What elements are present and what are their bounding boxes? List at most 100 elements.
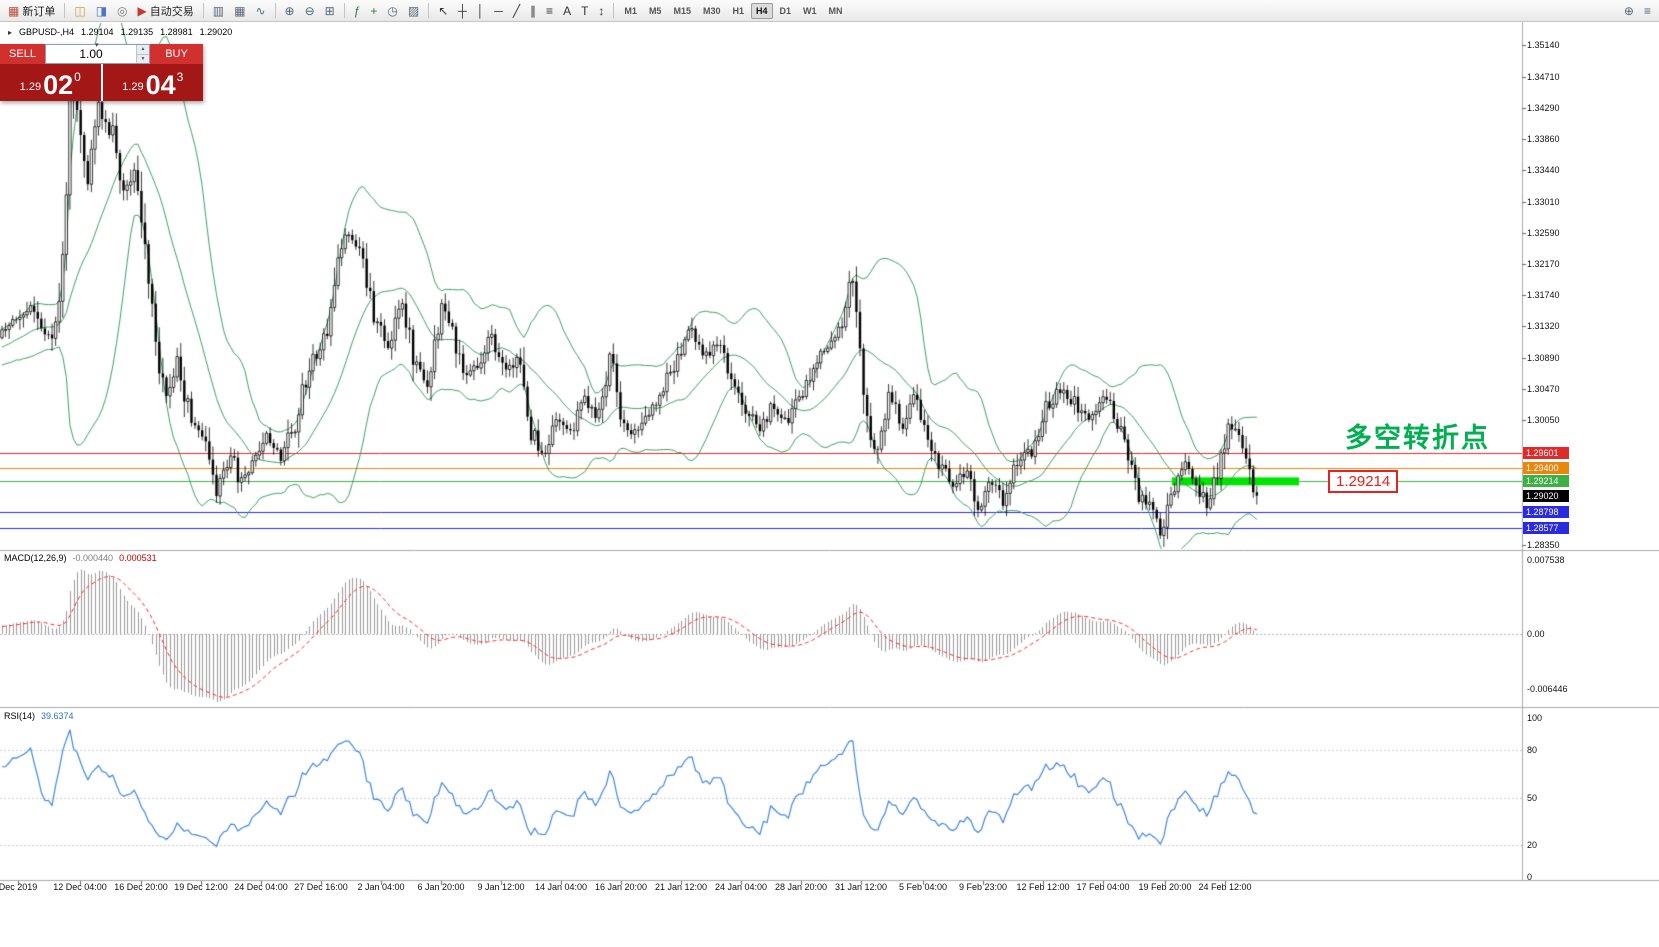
- rsi-name: RSI(14): [4, 711, 36, 721]
- text-button[interactable]: A: [559, 2, 575, 20]
- ohlc-low: 1.28981: [160, 27, 193, 37]
- tile-windows-icon: ⊞: [324, 3, 335, 18]
- navigator-button[interactable]: ◎: [113, 2, 131, 20]
- horizontal-line-icon: ─: [494, 3, 503, 18]
- volume-increase-button[interactable]: ▲: [137, 45, 149, 54]
- autotrading-icon: ▶: [137, 3, 147, 18]
- timeframe-button-M15[interactable]: M15: [673, 5, 691, 16]
- volume-spinner: ▲ ▼: [136, 45, 149, 63]
- vertical-line-icon: │: [476, 3, 485, 18]
- fibonacci-button[interactable]: ≡: [542, 2, 557, 20]
- zoom-out-button[interactable]: ⊖: [301, 2, 319, 20]
- volume-field: ▲ ▼: [45, 44, 150, 64]
- candlestick-chart-button[interactable]: ▦: [230, 2, 249, 20]
- buy-button[interactable]: 1.29 04 3: [103, 64, 204, 101]
- fibonacci-icon: ≡: [546, 3, 554, 18]
- symbol-name: GBPUSD-,H4: [19, 27, 75, 37]
- timeframe-button-M5[interactable]: M5: [648, 5, 662, 16]
- zoom-in-icon: ⊕: [284, 3, 295, 18]
- zoom-out-icon: ⊖: [304, 3, 315, 18]
- buy-price-pips: 04: [145, 70, 176, 100]
- charts-button[interactable]: ◫: [70, 2, 89, 20]
- line-chart-icon: ∿: [255, 3, 266, 18]
- symbol-ohlc-header: ▸ GBPUSD-,H4 1.29104 1.29135 1.28981 1.2…: [8, 27, 232, 37]
- add-indicator-button[interactable]: +: [366, 2, 381, 20]
- indicators-icon: ƒ: [353, 3, 361, 18]
- periods-button[interactable]: ◷: [383, 2, 401, 20]
- crosshair-button[interactable]: ┼: [454, 2, 471, 20]
- volume-input[interactable]: [46, 45, 136, 63]
- cursor-icon: ↖: [438, 3, 449, 18]
- toolbar-separator: [613, 3, 615, 18]
- market-watch-button[interactable]: ◨: [92, 2, 111, 20]
- add-indicator-icon: +: [370, 3, 378, 18]
- label-button[interactable]: T: [577, 2, 592, 20]
- rsi-value: 39.6374: [41, 711, 74, 721]
- collapse-panel-icon[interactable]: ▾: [95, 42, 99, 49]
- price-callout-label: 1.29214: [1328, 470, 1399, 493]
- toolbar-separator: [428, 3, 430, 18]
- toolbar-separator: [202, 3, 204, 18]
- periods-icon: ◷: [387, 3, 398, 18]
- new-order-button[interactable]: ▦ 新订单: [4, 2, 59, 20]
- macd-signal-value: 0.000531: [119, 553, 157, 563]
- search-button[interactable]: ⊕: [1620, 2, 1638, 20]
- toolbar-separator: [343, 3, 345, 18]
- trendline-icon: ╱: [512, 3, 521, 18]
- toolbar-menu-button[interactable]: ≡: [1640, 2, 1655, 20]
- line-chart-button[interactable]: ∿: [251, 2, 269, 20]
- toolbar-separator: [64, 3, 66, 18]
- timeframe-button-W1[interactable]: W1: [803, 5, 817, 16]
- label-icon: T: [581, 3, 589, 18]
- macd-main-value: -0.000440: [72, 553, 114, 563]
- horizontal-line-button[interactable]: ─: [490, 2, 507, 20]
- sell-button[interactable]: 1.29 02 0: [0, 64, 103, 101]
- timeframe-button-MN[interactable]: MN: [828, 5, 843, 16]
- tile-windows-button[interactable]: ⊞: [321, 2, 339, 20]
- templates-button[interactable]: ▨: [404, 2, 423, 20]
- autotrading-button-label: 自动交易: [149, 5, 194, 18]
- ohlc-high: 1.29135: [120, 27, 154, 37]
- candlestick-chart-icon: ▦: [234, 3, 246, 18]
- crosshair-icon: ┼: [458, 3, 467, 18]
- charts-icon: ◫: [74, 3, 86, 18]
- indicators-button[interactable]: ƒ: [350, 2, 365, 20]
- channel-button[interactable]: ∥: [526, 2, 540, 20]
- ohlc-close: 1.29020: [199, 27, 233, 37]
- new-order-icon: ▦: [8, 3, 20, 18]
- timeframe-button-M30[interactable]: M30: [702, 5, 721, 16]
- timeframe-button-H1[interactable]: H1: [732, 5, 744, 16]
- buy-tab[interactable]: BUY: [150, 44, 203, 64]
- macd-indicator-label: MACD(12,26,9) -0.000440 0.000531: [4, 553, 157, 563]
- one-click-trading-panel: ▾ SELL ▲ ▼ BUY 1.29 02 0 1.29 04 3: [0, 42, 204, 101]
- channel-icon: ∥: [530, 3, 537, 18]
- new-order-button-label: 新订单: [22, 5, 56, 18]
- templates-icon: ▨: [407, 3, 420, 18]
- bar-chart-button[interactable]: ▥: [209, 2, 228, 20]
- timeframe-button-M1[interactable]: M1: [624, 5, 637, 16]
- arrows-button[interactable]: ↕: [594, 2, 608, 20]
- macd-name: MACD(12,26,9): [4, 553, 67, 563]
- turning-point-annotation: 多空转折点: [1345, 423, 1490, 453]
- text-icon: A: [563, 3, 572, 18]
- trendline-button[interactable]: ╱: [509, 2, 524, 20]
- rsi-indicator-label: RSI(14) 39.6374: [4, 711, 74, 721]
- sell-price-pips: 02: [43, 70, 74, 100]
- vertical-line-button[interactable]: │: [473, 2, 489, 20]
- market-watch-icon: ◨: [95, 3, 108, 18]
- timeframe-button-H4[interactable]: H4: [751, 2, 773, 19]
- timeframe-button-D1[interactable]: D1: [779, 5, 792, 16]
- toolbar-separator: [274, 3, 276, 18]
- buy-price-prefix: 1.29: [122, 81, 144, 93]
- toolbar-menu-icon: ≡: [1643, 3, 1651, 18]
- sell-price-prefix: 1.29: [19, 81, 42, 93]
- volume-decrease-button[interactable]: ▼: [137, 53, 149, 63]
- search-icon: ⊕: [1623, 3, 1634, 18]
- sell-tab[interactable]: SELL: [0, 44, 45, 64]
- autotrading-button[interactable]: ▶ 自动交易: [134, 2, 198, 20]
- zoom-in-button[interactable]: ⊕: [281, 2, 299, 20]
- bar-chart-icon: ▥: [212, 3, 225, 18]
- cursor-button[interactable]: ↖: [434, 2, 452, 20]
